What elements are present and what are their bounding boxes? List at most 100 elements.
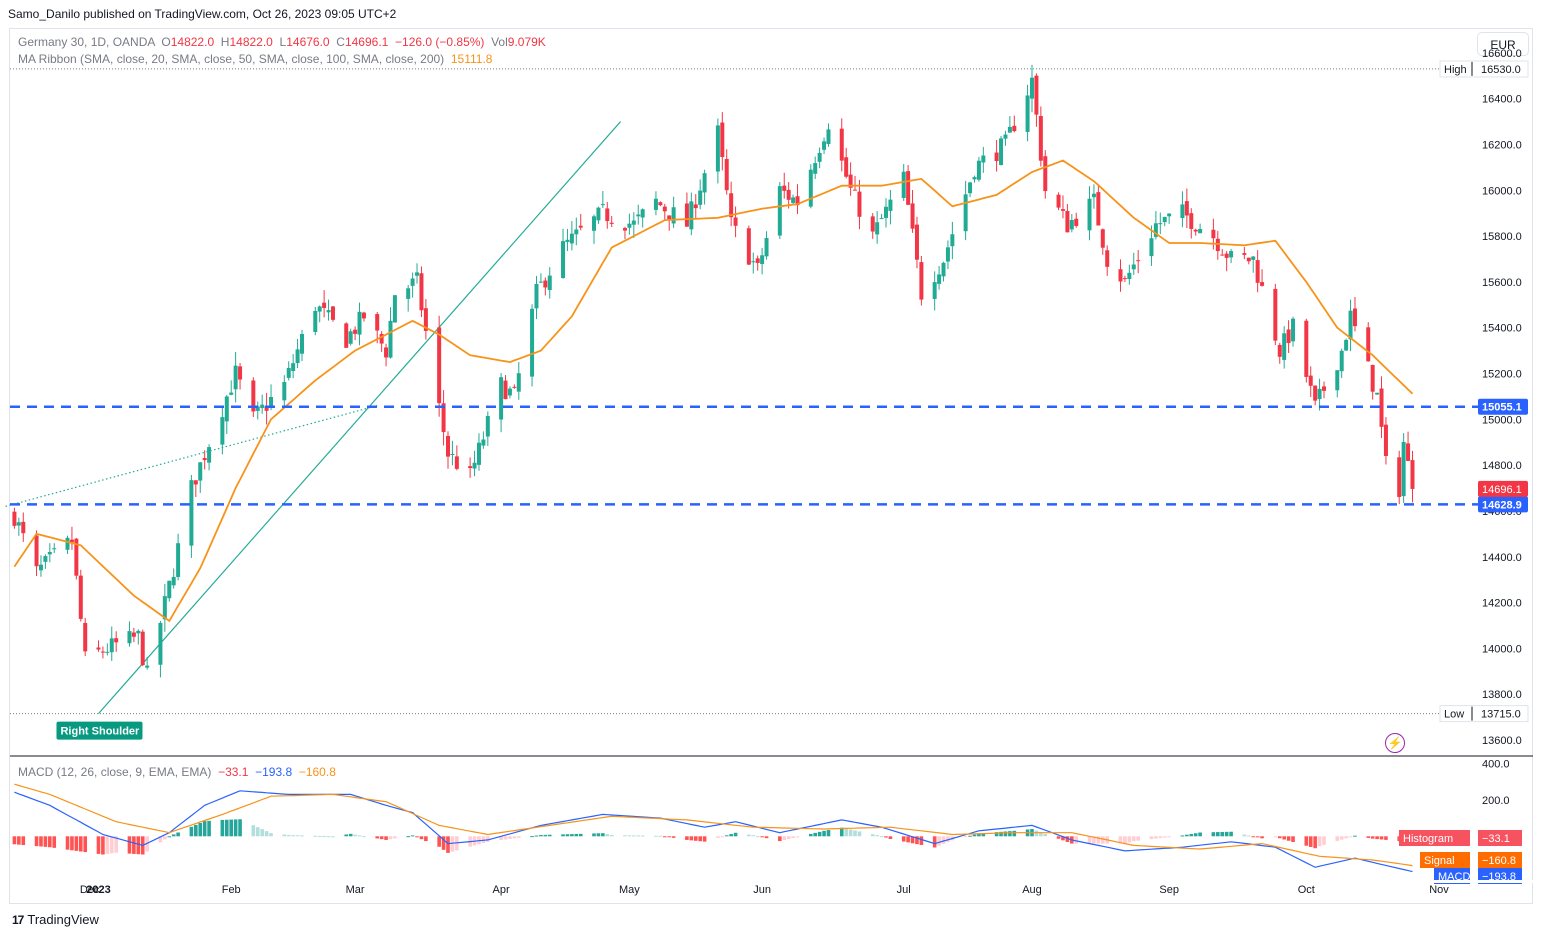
- price-tick-label: 16400.0: [1482, 94, 1522, 106]
- histogram-bar: [202, 821, 207, 837]
- volume-label: Vol: [491, 35, 508, 49]
- histogram-bar: [1348, 836, 1353, 838]
- histogram-bar: [291, 835, 295, 837]
- candle-up: [127, 631, 132, 644]
- histogram-bar: [1162, 836, 1167, 838]
- flash-icon[interactable]: ⚡: [1385, 733, 1405, 753]
- histogram-bar: [632, 835, 636, 837]
- candle-up: [1003, 134, 1008, 139]
- footer-logo: 17 TradingView: [12, 912, 99, 927]
- price-tick-label: 15800.0: [1482, 231, 1522, 243]
- candle-up: [1149, 238, 1154, 257]
- histogram-bar: [658, 835, 663, 837]
- candle-down: [1304, 320, 1309, 377]
- histogram-bar: [782, 836, 787, 841]
- histogram-bar: [1180, 835, 1185, 837]
- symbol-name[interactable]: Germany 30, 1D, OANDA: [18, 35, 155, 49]
- candle-down: [684, 203, 689, 227]
- histogram-bar: [65, 836, 70, 850]
- histogram-bar: [357, 835, 362, 837]
- candle-up: [945, 247, 950, 262]
- histogram-bar: [702, 836, 707, 842]
- candle-up: [295, 349, 300, 364]
- histogram-bar: [977, 833, 981, 837]
- histogram-bar: [70, 836, 74, 851]
- candle-up: [392, 295, 397, 323]
- histogram-bar: [176, 832, 180, 837]
- histogram-bar: [362, 836, 366, 838]
- candle-down: [503, 380, 508, 400]
- ma-name[interactable]: MA Ribbon (SMA, close, 20, SMA, close, 5…: [18, 52, 445, 66]
- candle-down: [202, 458, 207, 461]
- candle-up: [875, 222, 880, 235]
- macd-tick-label: 400.0: [1482, 758, 1510, 770]
- candle-up: [1091, 193, 1096, 198]
- histogram-bar: [808, 833, 813, 837]
- histogram-bar: [43, 836, 48, 847]
- candle-up: [1167, 213, 1172, 217]
- histogram-bar: [1087, 836, 1092, 844]
- candle-up: [348, 331, 353, 344]
- histogram-bar: [561, 834, 565, 837]
- histogram-bar: [826, 830, 831, 837]
- histogram-bar: [1074, 836, 1079, 844]
- candle-up: [255, 406, 260, 411]
- currency-button[interactable]: EUR: [1477, 32, 1529, 56]
- histogram-bar: [331, 836, 335, 838]
- histogram-bar: [724, 835, 729, 837]
- histogram-bar: [662, 836, 667, 838]
- histogram-bar: [1149, 836, 1154, 840]
- candle-down: [1136, 260, 1141, 262]
- histogram-bar: [941, 836, 946, 844]
- histogram-bar: [636, 835, 641, 837]
- candle-up: [476, 442, 481, 465]
- candle-down: [733, 217, 738, 226]
- histogram-bar: [884, 836, 888, 838]
- histogram-bar: [578, 833, 583, 837]
- price-tick-label: 16600.0: [1482, 48, 1522, 60]
- volume-value: 9.079K: [507, 35, 546, 49]
- candle-down: [1313, 385, 1318, 401]
- low-tag-value: 13715.0: [1481, 709, 1521, 721]
- candle-up: [777, 186, 782, 236]
- histogram-bar: [667, 836, 672, 838]
- histogram-bar: [388, 836, 393, 840]
- histogram-bar: [105, 836, 110, 854]
- histogram-bar: [1251, 836, 1256, 838]
- histogram-bar: [313, 835, 318, 837]
- footer-brand: TradingView: [27, 912, 99, 927]
- candle-down: [839, 128, 844, 161]
- histogram-bar: [596, 833, 601, 837]
- time-tick-label: Feb: [222, 884, 241, 896]
- histogram-bar: [1308, 836, 1313, 847]
- candle-down: [1105, 250, 1110, 267]
- candle-up: [653, 198, 658, 210]
- candle-up: [530, 308, 535, 377]
- candle-up: [326, 310, 331, 313]
- candle-up: [901, 171, 906, 199]
- histogram-bar: [344, 834, 349, 837]
- histogram-bar: [499, 836, 503, 841]
- candle-down: [1096, 192, 1101, 226]
- macd-tick-label: 200.0: [1482, 795, 1510, 807]
- level-price-tag: [1478, 398, 1528, 415]
- histogram-bar: [1379, 836, 1384, 840]
- candle-up: [561, 241, 566, 278]
- macd-name[interactable]: MACD (12, 26, close, 9, EMA, EMA): [18, 765, 212, 779]
- candle-down: [1277, 344, 1282, 357]
- candle-up: [972, 177, 977, 180]
- histogram-bar: [791, 836, 795, 839]
- candle-down: [100, 651, 105, 653]
- histogram-bar: [220, 819, 225, 837]
- candle-down: [1242, 253, 1247, 255]
- histogram-bar: [817, 831, 822, 837]
- histogram-bar: [1189, 833, 1194, 837]
- candle-down: [605, 208, 610, 222]
- candle-down: [1286, 329, 1291, 344]
- histogram-bar: [609, 835, 614, 837]
- histogram-bar: [233, 819, 238, 837]
- candle-up: [105, 651, 110, 653]
- histogram-bar: [481, 836, 486, 843]
- last-price-tag: [1478, 480, 1528, 497]
